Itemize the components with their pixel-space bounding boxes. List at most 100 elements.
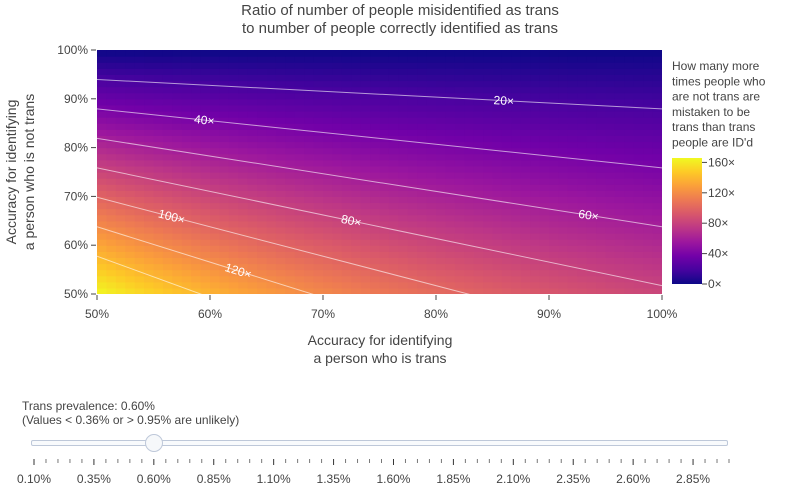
heatmap-cell xyxy=(304,68,315,75)
heatmap-cell xyxy=(549,287,560,294)
heatmap-cell xyxy=(539,86,550,94)
heatmap-cell xyxy=(586,281,597,289)
heatmap-cell xyxy=(153,226,164,234)
heatmap-cell xyxy=(520,269,531,277)
heatmap-cell xyxy=(567,245,578,252)
heatmap-cell xyxy=(379,208,390,216)
heatmap-cell xyxy=(614,129,625,136)
heatmap-cell xyxy=(115,220,126,228)
prevalence-slider-handle[interactable] xyxy=(144,434,163,452)
heatmap-cell xyxy=(445,135,456,143)
heatmap-cell xyxy=(370,239,381,246)
heatmap-cell xyxy=(238,226,249,234)
heatmap-cell xyxy=(464,172,475,179)
heatmap-cell xyxy=(605,196,616,204)
heatmap-cell xyxy=(596,98,607,106)
heatmap-cell xyxy=(125,68,136,75)
heatmap-cell xyxy=(605,172,616,179)
heatmap-cell xyxy=(304,172,315,179)
heatmap-cell xyxy=(210,208,221,216)
heatmap-cell xyxy=(210,178,221,185)
heatmap-cell xyxy=(275,50,286,57)
heatmap-cell xyxy=(407,178,418,185)
heatmap-cell xyxy=(323,226,334,234)
heatmap-cell xyxy=(125,153,136,161)
heatmap-cell xyxy=(153,239,164,246)
heatmap-cell xyxy=(492,86,503,94)
heatmap-cell xyxy=(426,86,437,94)
heatmap-cell xyxy=(351,129,362,136)
heatmap-cell xyxy=(115,153,126,161)
heatmap-cell xyxy=(379,184,390,191)
heatmap-cell xyxy=(115,111,126,118)
heatmap-cell xyxy=(483,153,494,161)
heatmap-cell xyxy=(304,153,315,161)
heatmap-cell xyxy=(332,251,343,258)
heatmap-cell xyxy=(530,117,541,124)
heatmap-cell xyxy=(596,208,607,216)
heatmap-cell xyxy=(115,50,126,57)
heatmap-cell xyxy=(539,50,550,57)
heatmap-cell xyxy=(341,86,352,94)
heatmap-cell xyxy=(407,147,418,155)
heatmap-cell xyxy=(341,269,352,277)
heatmap-cell xyxy=(614,92,625,100)
heatmap-cell xyxy=(285,196,296,204)
heatmap-cell xyxy=(596,68,607,75)
heatmap-cell xyxy=(191,62,202,69)
heatmap-cell xyxy=(304,50,315,57)
prevalence-slider-track[interactable] xyxy=(31,440,728,446)
heatmap-cell xyxy=(549,80,560,88)
heatmap-cell xyxy=(219,56,230,63)
heatmap-cell xyxy=(417,111,428,118)
heatmap-cell xyxy=(426,123,437,130)
heatmap-cell xyxy=(106,129,117,136)
heatmap-cell xyxy=(228,190,239,197)
heatmap-cell xyxy=(257,178,268,185)
heatmap-cell xyxy=(501,62,512,69)
heatmap-cell xyxy=(454,257,465,265)
heatmap-cell xyxy=(360,147,371,155)
y-tick-label: 60% xyxy=(64,238,88,252)
heatmap-cell xyxy=(558,92,569,100)
heatmap-cell xyxy=(219,281,230,289)
heatmap-cell xyxy=(162,117,173,124)
heatmap-cell xyxy=(360,153,371,161)
heatmap-cell xyxy=(304,281,315,289)
heatmap-cell xyxy=(134,287,145,294)
heatmap-cell xyxy=(596,214,607,222)
slider-note: (Values < 0.36% or > 0.95% are unlikely) xyxy=(22,413,240,427)
heatmap-cell xyxy=(351,245,362,252)
heatmap-cell xyxy=(549,245,560,252)
heatmap-cell xyxy=(294,257,305,265)
heatmap-cell xyxy=(473,135,484,143)
heatmap-cell xyxy=(304,257,315,265)
heatmap-cell xyxy=(388,111,399,118)
heatmap-cell xyxy=(257,275,268,283)
heatmap-cell xyxy=(454,165,465,173)
heatmap-cell xyxy=(106,86,117,94)
heatmap-cell xyxy=(238,172,249,179)
heatmap-cell xyxy=(407,251,418,258)
heatmap-cell xyxy=(285,135,296,143)
heatmap-cell xyxy=(162,74,173,82)
heatmap-cell xyxy=(539,245,550,252)
heatmap-cell xyxy=(530,50,541,57)
heatmap-cell xyxy=(596,62,607,69)
heatmap-cell xyxy=(605,184,616,191)
slider-tick-label: 1.10% xyxy=(257,472,291,486)
heatmap-cell xyxy=(115,165,126,173)
heatmap-cell xyxy=(200,92,211,100)
heatmap-cell xyxy=(162,123,173,130)
heatmap-cell xyxy=(219,178,230,185)
heatmap-cell xyxy=(511,68,522,75)
heatmap-cell xyxy=(624,98,635,106)
heatmap-cell xyxy=(360,208,371,216)
heatmap-cell xyxy=(464,56,475,63)
heatmap-cell xyxy=(228,263,239,271)
heatmap-cell xyxy=(511,220,522,228)
heatmap-cell xyxy=(501,281,512,289)
heatmap-cell xyxy=(614,68,625,75)
heatmap-cell xyxy=(596,287,607,294)
heatmap-cell xyxy=(181,263,192,271)
